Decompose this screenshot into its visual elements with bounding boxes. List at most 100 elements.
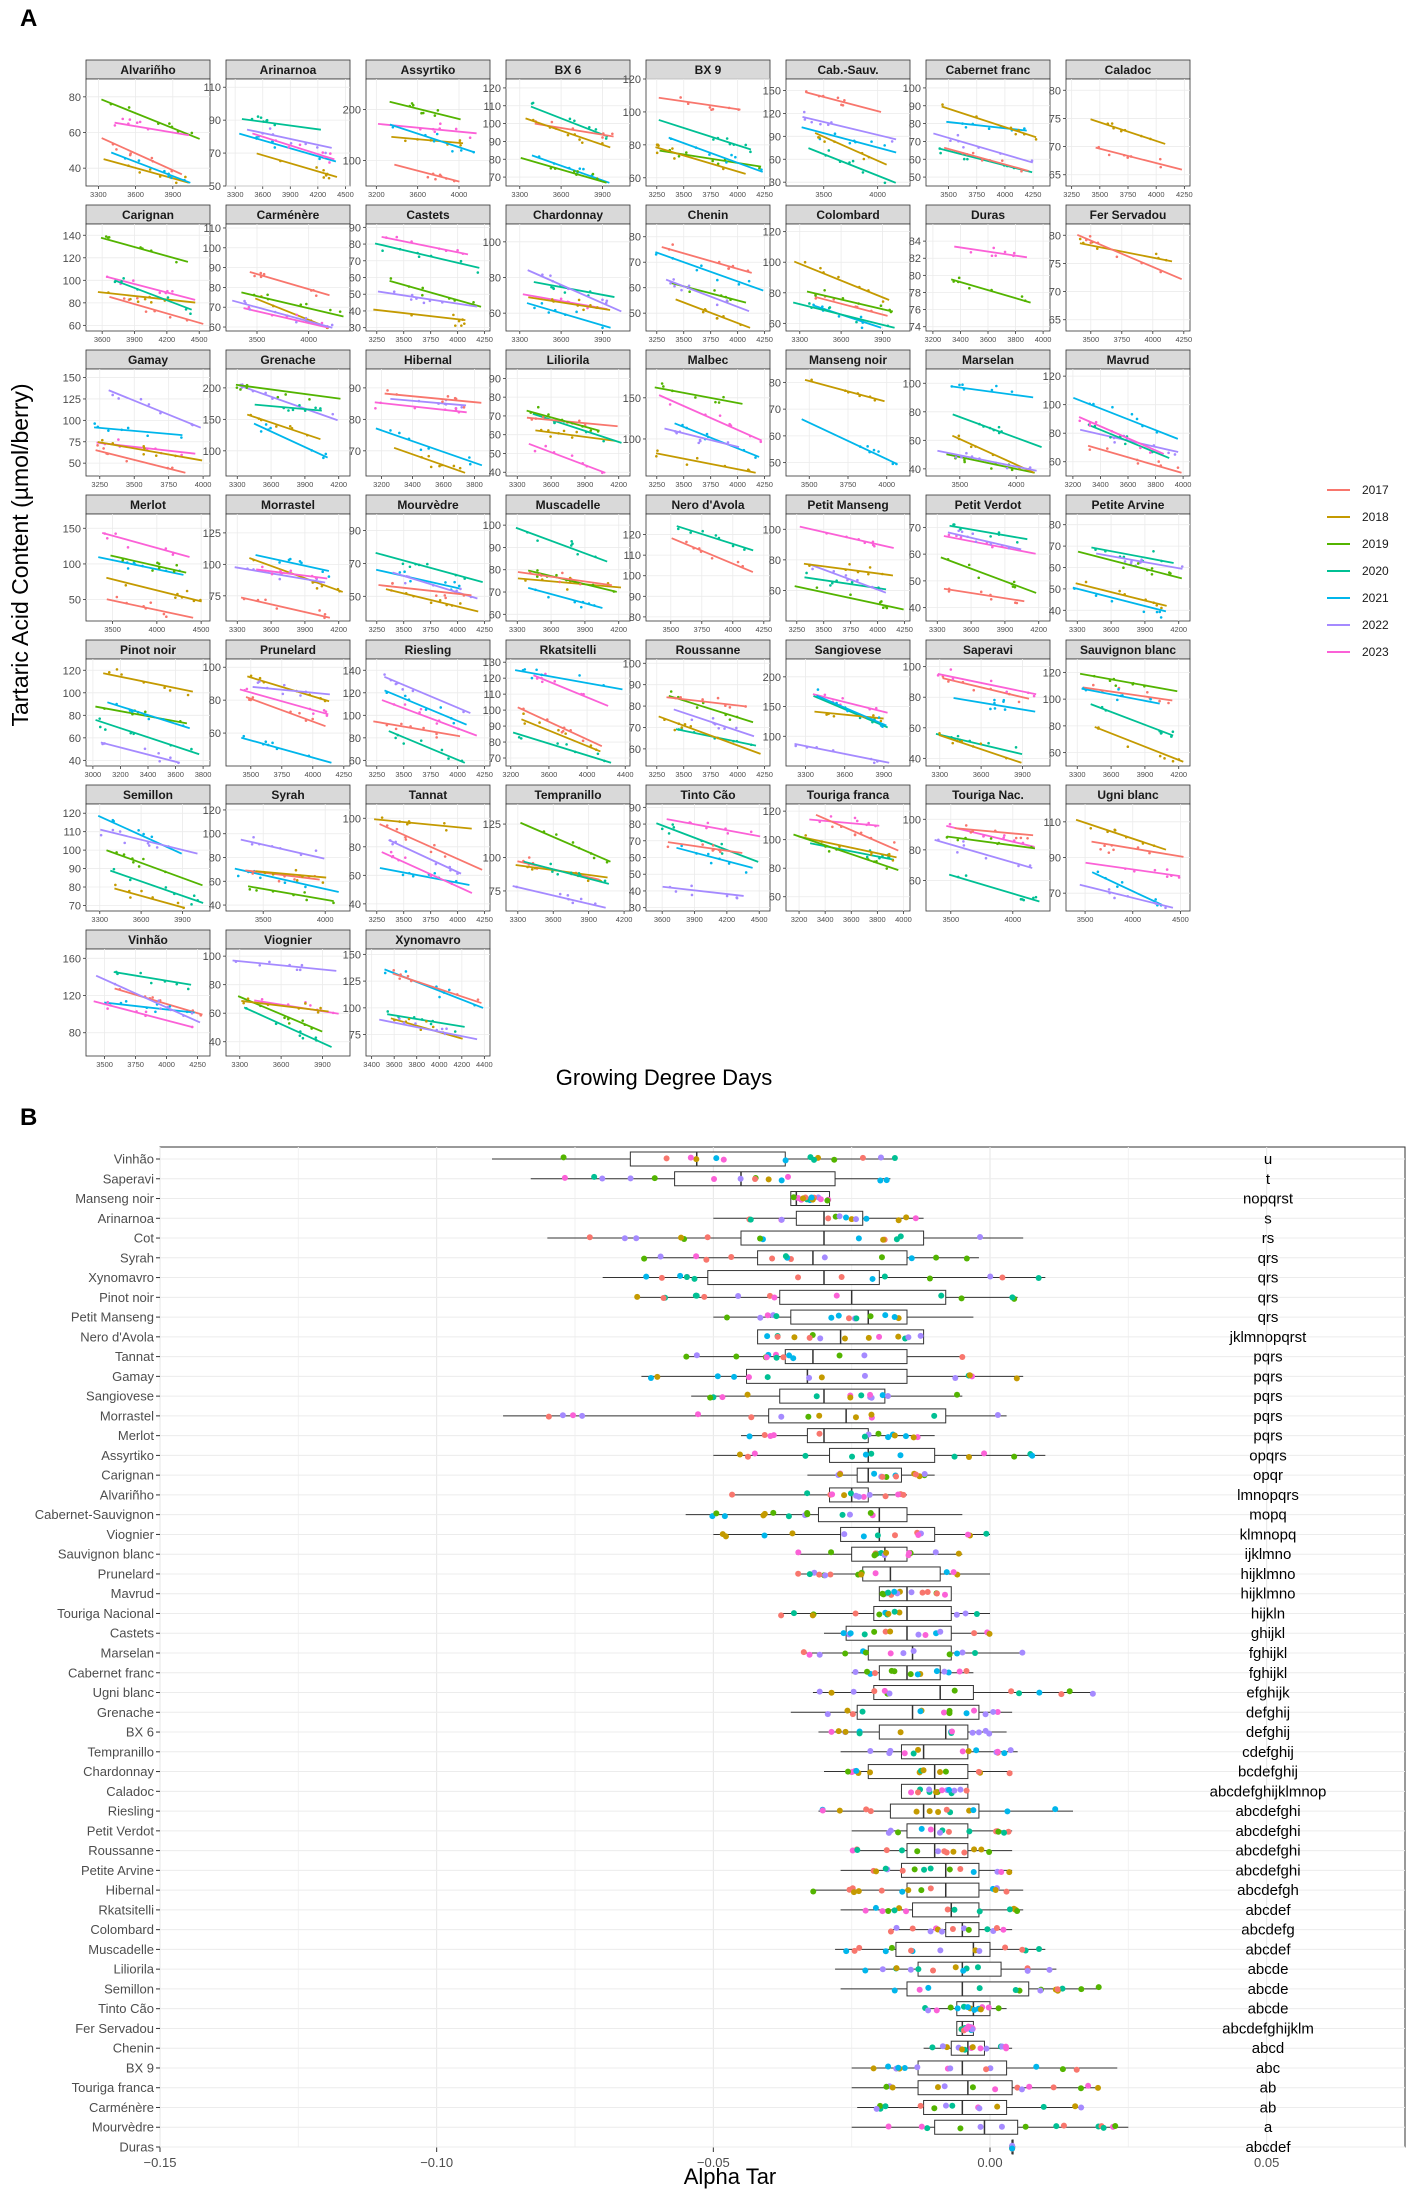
facet-point (979, 590, 983, 594)
facet-trend-line (949, 524, 1028, 541)
facet-point (434, 177, 437, 181)
facet-point (332, 901, 335, 905)
facet-tick-label-y: 100 (763, 835, 781, 847)
facet-tick-label-x: 4200 (453, 1060, 470, 1069)
facet-tick-label-y: 70 (1049, 287, 1061, 299)
facet-point (175, 563, 179, 567)
box-point (924, 2125, 931, 2132)
facet-tick-label-x: 3900 (282, 190, 299, 199)
facet-tick-label-x: 3500 (675, 190, 692, 199)
facet-trend-line (378, 584, 472, 597)
facet-tick-label-y: 80 (489, 392, 501, 404)
facet-trend-line (374, 818, 472, 830)
facet-tick-label-y: 70 (209, 148, 221, 160)
facet-point (318, 609, 321, 612)
facet-tick-label-x: 4200 (1170, 770, 1187, 779)
facet-tick-label-x: 3200 (368, 190, 385, 199)
facet-point (566, 894, 570, 897)
box-point (888, 1944, 895, 1951)
box-point (935, 1809, 942, 1816)
box-point (946, 1866, 953, 1873)
facet-tick-label-y: 125 (203, 528, 221, 540)
panel-b-group-letters: opqr (1253, 1467, 1283, 1484)
box-point (983, 1530, 990, 1537)
facet-point (185, 589, 189, 593)
facet-tick-label-y: 80 (909, 692, 921, 704)
facet-tick-label-y: 150 (203, 414, 221, 426)
box-point (994, 2103, 1001, 2110)
facet-tick-label-y: 60 (349, 273, 361, 285)
facet-trend-line (526, 409, 600, 432)
facet-title: Tannat (409, 788, 447, 802)
panel-b-group-letters: ijklmno (1245, 1546, 1292, 1563)
facet-point (959, 536, 963, 539)
facet-point (453, 580, 456, 584)
facet-tick-label-y: 70 (489, 587, 501, 599)
facet-point (137, 828, 140, 832)
facet-trend-line (671, 537, 754, 573)
facet-tick-label-x: 3200 (925, 335, 942, 344)
box-point (884, 1393, 891, 1400)
box-point (728, 1254, 735, 1261)
facet-point (1002, 698, 1006, 702)
facet-point (720, 842, 724, 846)
facet-point (962, 844, 966, 847)
facet-point (140, 889, 143, 893)
facet-trend-line (950, 385, 1034, 399)
facet-point (555, 833, 558, 836)
facet-point (680, 288, 683, 292)
box-point (791, 1334, 798, 1341)
facet-point (718, 850, 722, 854)
box-point (975, 1729, 982, 1736)
box-point (849, 1847, 856, 1854)
facet-tick-label-y: 76 (909, 305, 921, 317)
box-point (927, 1865, 934, 1872)
facet-tick-label-x: 3200 (1065, 480, 1082, 489)
panel-b-category-label: Mavrud (111, 1586, 154, 1601)
facet-trend-line (666, 818, 761, 838)
facet-point (669, 690, 673, 693)
facet-trend-line (232, 959, 337, 972)
facet-tick-label-y: 80 (629, 612, 641, 624)
box-point (621, 1235, 628, 1242)
box-point (895, 1217, 902, 1224)
facet-point (837, 315, 841, 318)
facet-tick-label-y: 80 (909, 270, 921, 282)
facet-trend-line (1081, 687, 1160, 705)
box-point (879, 1908, 886, 1915)
panel-b-category-label: Castets (110, 1626, 155, 1641)
facet-point (301, 1019, 305, 1022)
facet-trend-line (803, 562, 894, 577)
box-point (1112, 2123, 1119, 2130)
facet-point (1173, 453, 1177, 456)
facet-tick-label-y: 70 (629, 836, 641, 848)
box-point (800, 1649, 807, 1656)
facet-tick-label-y: 80 (769, 288, 781, 300)
facet-trend-line (246, 128, 332, 149)
box-point (977, 2123, 984, 2130)
box-point (885, 2063, 892, 2070)
facet-point (1013, 585, 1017, 589)
facet-point (947, 533, 951, 537)
facet-panel (645, 223, 771, 332)
facet-point (271, 741, 274, 745)
facet-trend-line (377, 290, 478, 308)
facet-point (170, 176, 173, 180)
facet-trend-line (106, 576, 202, 603)
facet-point (676, 527, 680, 531)
facet-tick-label-y: 75 (69, 437, 81, 449)
facet-title: Tinto Cão (680, 788, 735, 802)
facet-point (859, 315, 863, 319)
facet-tick-label-y: 120 (623, 530, 641, 542)
facet-tick-label-y: 60 (909, 723, 921, 735)
facet-trend-line (935, 733, 1023, 756)
panel-b-category-label: Petit Verdot (87, 1823, 155, 1838)
panel-b-group-letters: bcdefghij (1238, 1764, 1298, 1781)
facet-tick-label-x: 4000 (1035, 335, 1052, 344)
facet-title: Petit Verdot (955, 498, 1022, 512)
facet-point (242, 734, 246, 738)
facet-point (259, 430, 263, 433)
box-point (1058, 1691, 1065, 1698)
